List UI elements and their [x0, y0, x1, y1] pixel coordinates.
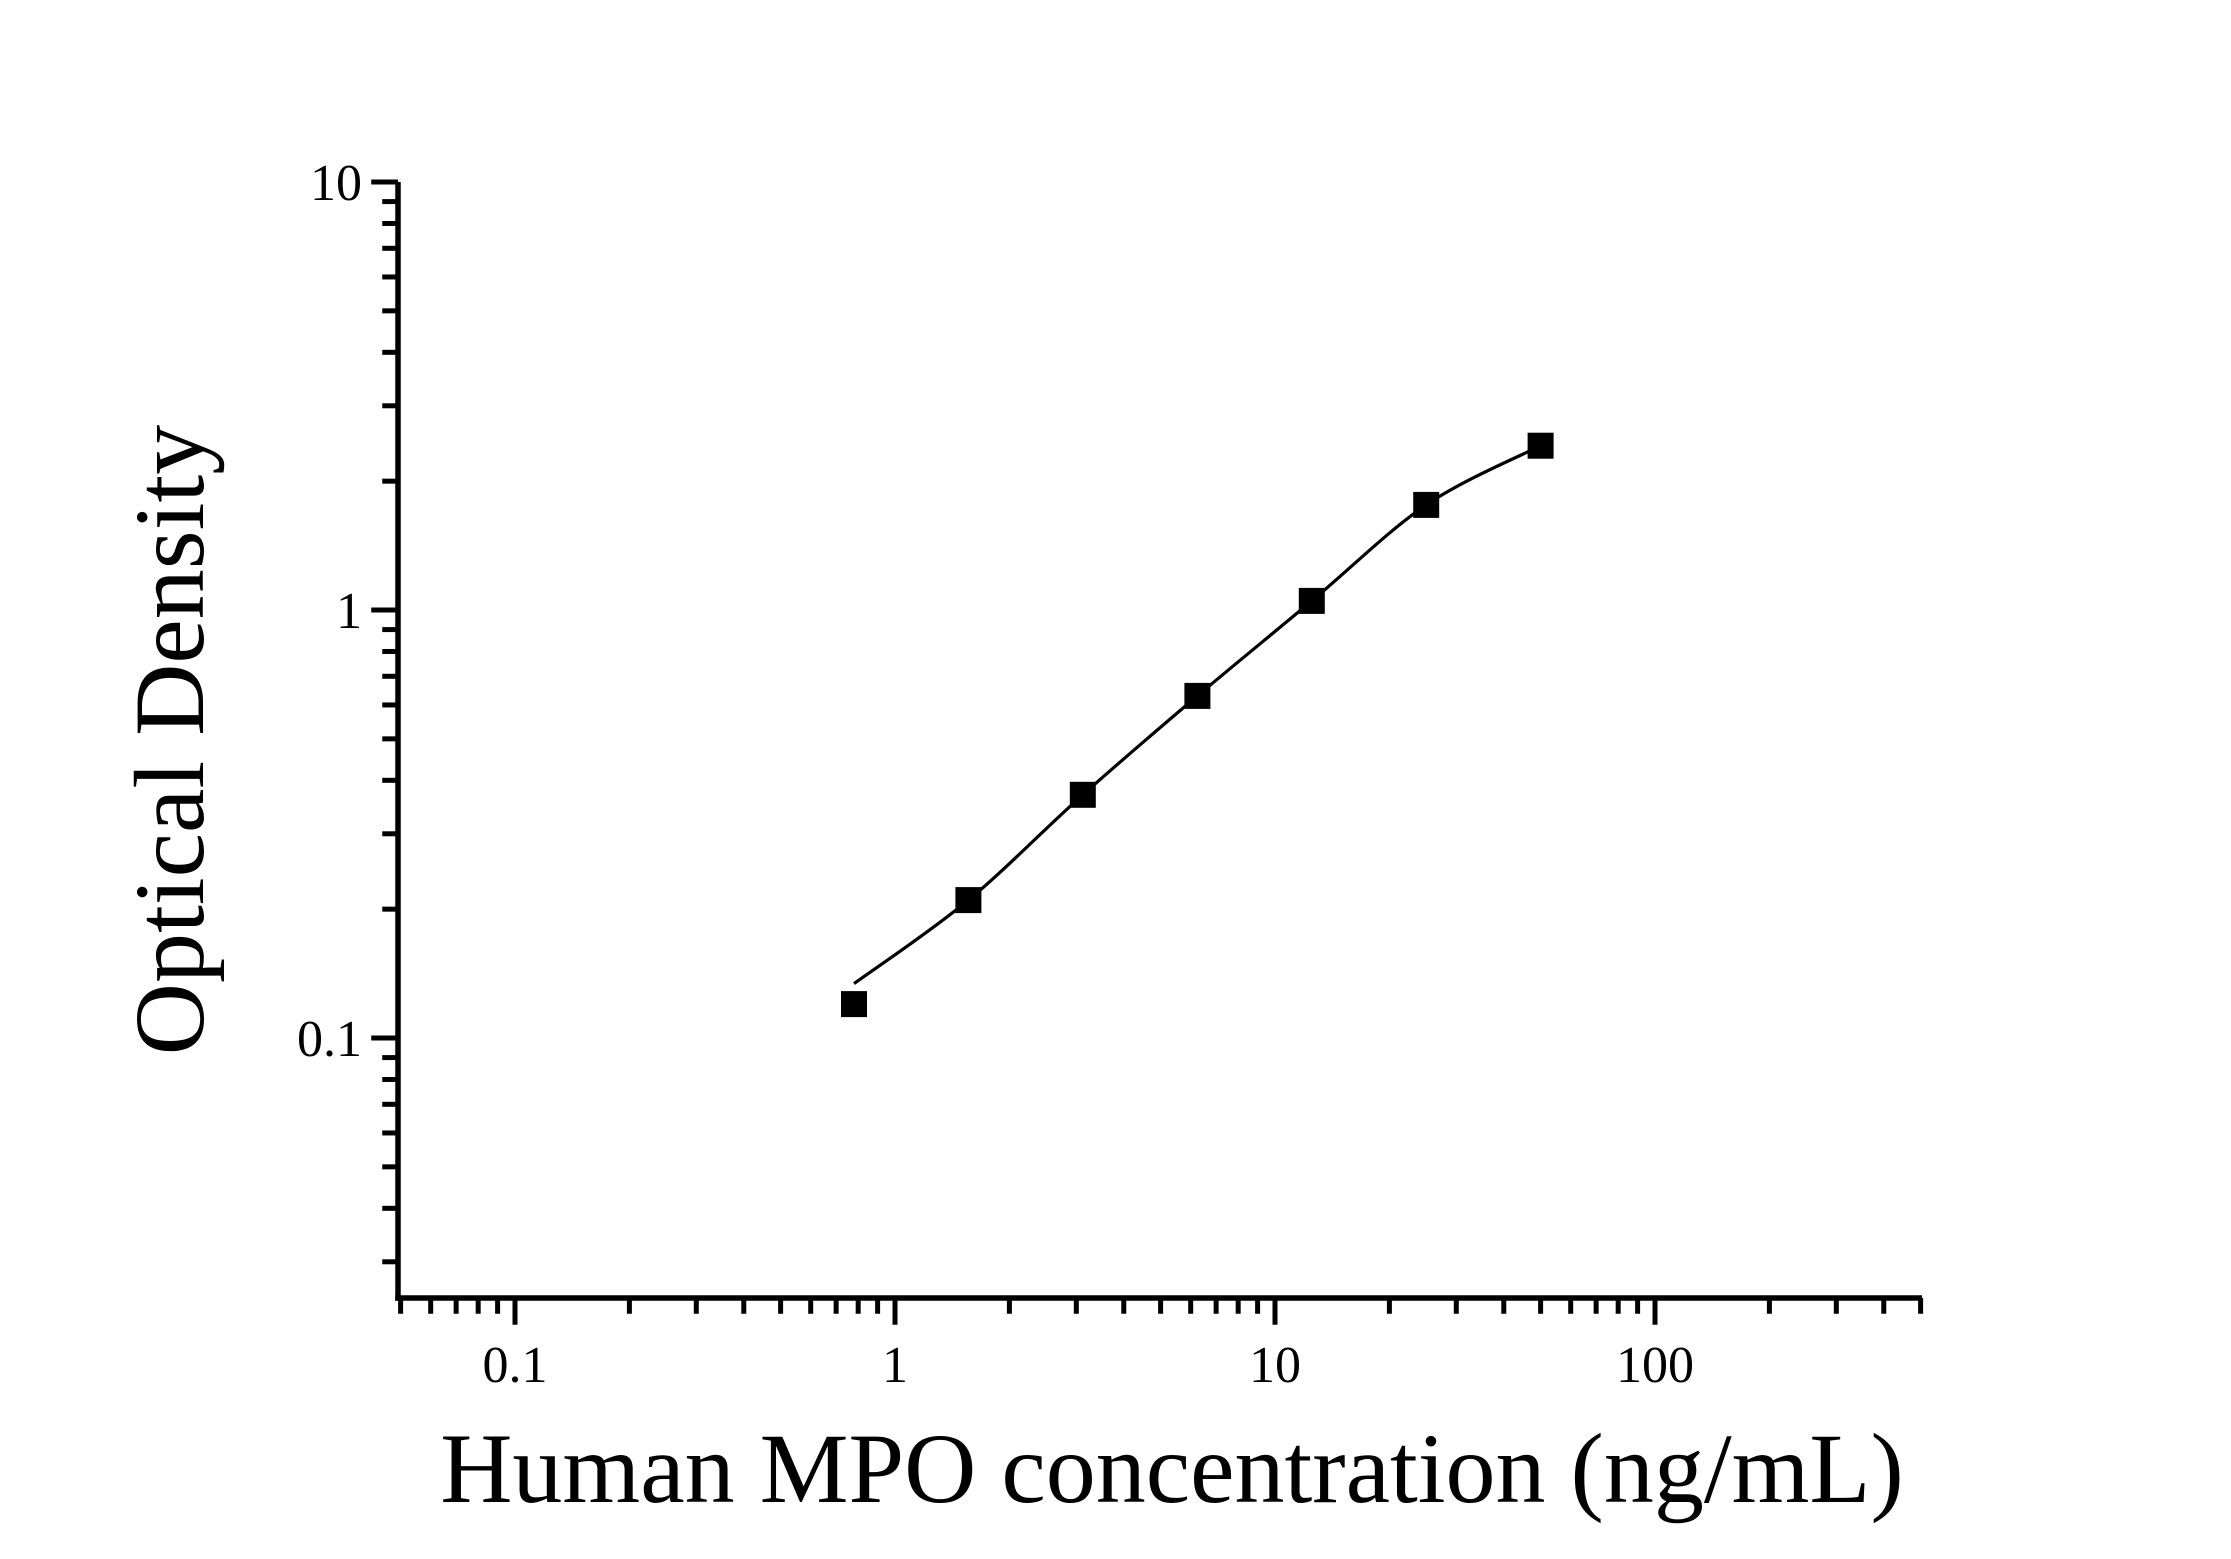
x-axis-title: Human MPO concentration (ng/mL) — [440, 1413, 1904, 1524]
data-point-marker — [1298, 587, 1325, 614]
y-tick-label: 1 — [336, 583, 362, 640]
data-point-marker — [1527, 432, 1554, 459]
x-tick-label: 1 — [882, 1337, 908, 1394]
data-point-marker — [841, 991, 867, 1018]
y-tick-label: 10 — [310, 155, 362, 212]
y-axis-title: Optical Density — [114, 425, 225, 1055]
x-tick-label: 100 — [1616, 1337, 1694, 1394]
data-point-marker — [955, 887, 982, 914]
data-point-marker — [1184, 682, 1211, 709]
y-tick-label: 0.1 — [297, 1011, 362, 1068]
data-point-marker — [1413, 491, 1440, 518]
x-tick-label: 10 — [1249, 1337, 1301, 1394]
data-point-marker — [1069, 781, 1096, 808]
x-tick-label: 0.1 — [483, 1337, 548, 1394]
